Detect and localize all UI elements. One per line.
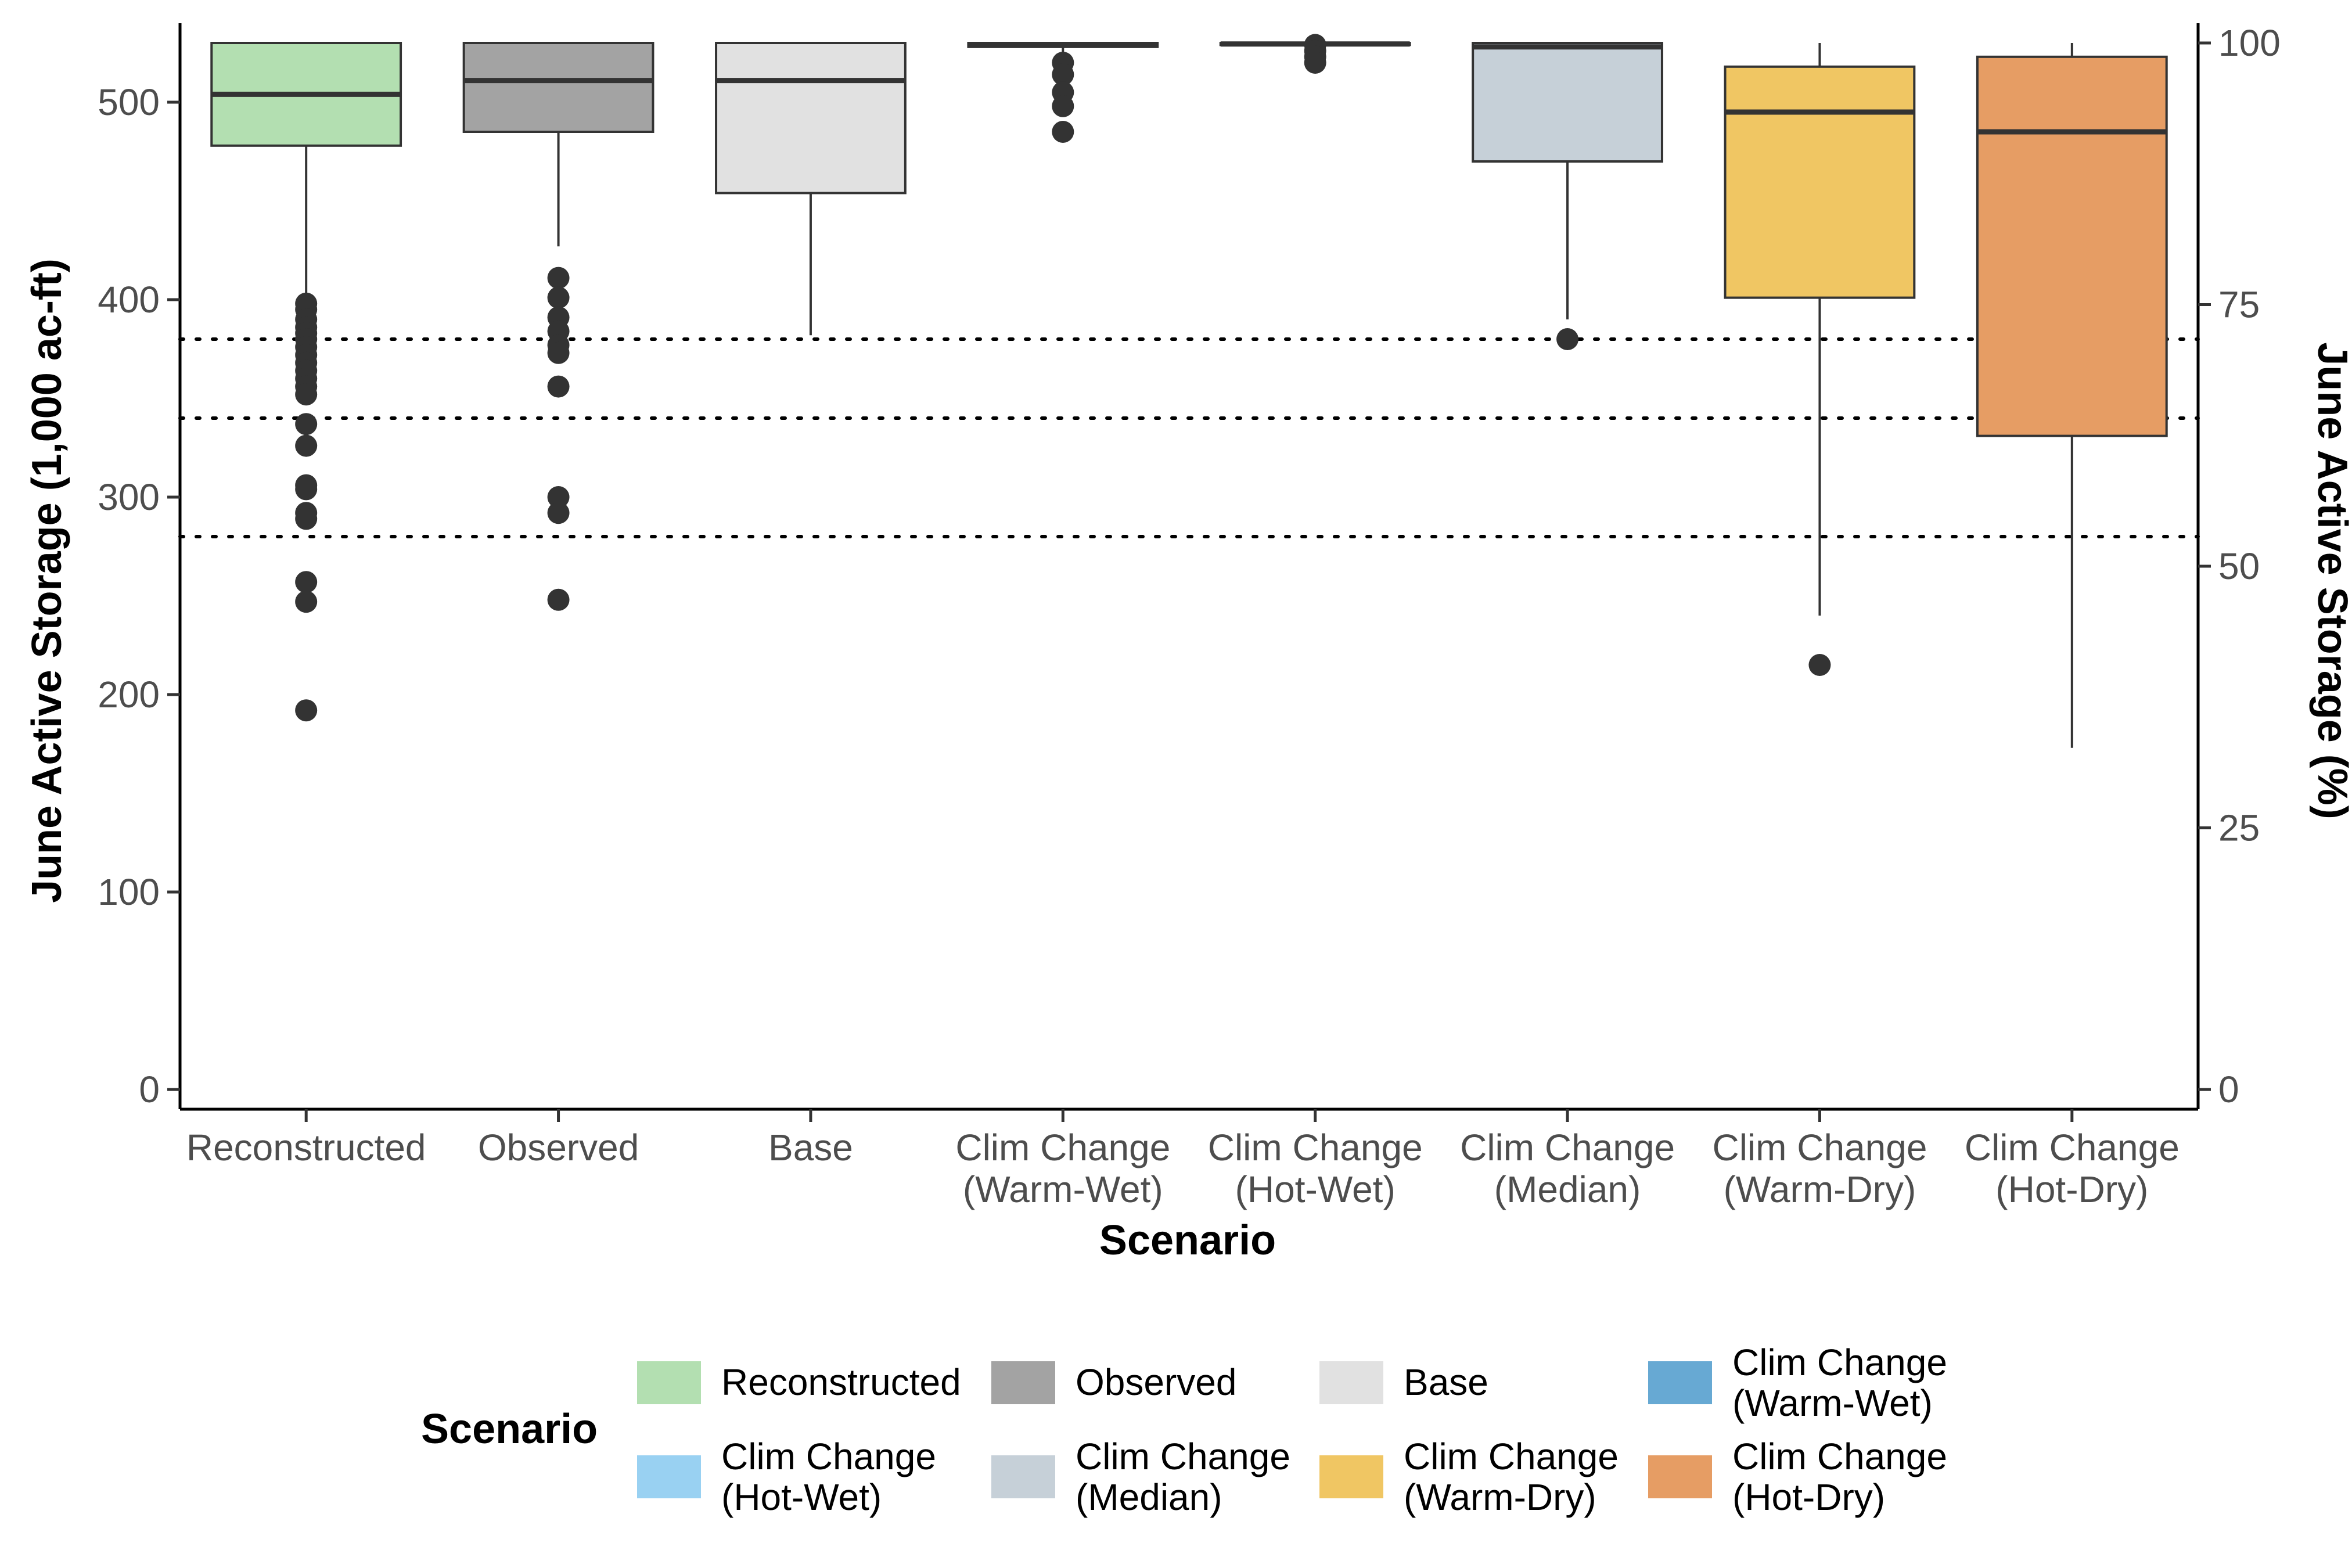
legend-label: Clim Change	[721, 1436, 936, 1477]
legend-label: Clim Change	[1404, 1436, 1619, 1477]
y2-tick-label: 50	[2218, 545, 2260, 587]
outlier-point	[295, 699, 318, 722]
outlier-point	[1052, 95, 1074, 117]
legend-key	[637, 1455, 701, 1498]
legend-label: Observed	[1076, 1361, 1236, 1403]
y-tick-label: 0	[139, 1069, 160, 1110]
legend-label: Base	[1404, 1361, 1488, 1403]
outlier-point	[295, 591, 318, 613]
y2-axis-title: June Active Storage (%)	[2309, 342, 2352, 819]
x-tick-label: Base	[768, 1127, 853, 1168]
legend-label: (Hot-Dry)	[1732, 1476, 1885, 1518]
box-group	[967, 42, 1159, 143]
outlier-point	[295, 478, 318, 501]
legend-item: Clim Change(Warm-Dry)	[1319, 1436, 1619, 1518]
boxes	[210, 34, 2168, 748]
outlier-point	[295, 434, 318, 457]
y-axis-title: June Active Storage (1,000 ac-ft)	[24, 258, 70, 903]
legend-item: Base	[1319, 1361, 1488, 1404]
x-tick-label: Clim Change	[1712, 1127, 1927, 1168]
box	[715, 42, 907, 195]
legend-key	[1648, 1361, 1712, 1404]
x-tick-label: Clim Change	[1965, 1127, 2180, 1168]
legend-key	[991, 1361, 1055, 1404]
reference-lines	[178, 337, 2200, 538]
y2-tick-label: 0	[2218, 1069, 2239, 1110]
box-group	[1976, 43, 2168, 748]
box-group	[715, 42, 907, 336]
y-tick-label: 400	[98, 279, 160, 321]
legend-item: Clim Change(Median)	[991, 1436, 1290, 1518]
outlier-point	[1304, 52, 1326, 74]
legend-item: Reconstructed	[637, 1361, 961, 1404]
y2-tick-label: 75	[2218, 284, 2260, 326]
y-tick-label: 200	[98, 674, 160, 715]
legend-key	[637, 1361, 701, 1404]
legend-key	[1648, 1455, 1712, 1498]
axes: 0 100 200 300 400 500 0 25 50 75 100 Reconstructed O…	[98, 22, 2281, 1210]
outlier-point	[1808, 654, 1831, 676]
box-group	[462, 42, 654, 611]
x-tick-label: (Median)	[1494, 1168, 1641, 1210]
legend-label: (Warm-Dry)	[1404, 1476, 1596, 1518]
legend-label: Reconstructed	[721, 1361, 961, 1403]
outlier-point	[1556, 328, 1579, 350]
legend-item: Clim Change(Hot-Wet)	[637, 1436, 936, 1518]
outlier-point	[1052, 121, 1074, 143]
y2-tick-label: 100	[2218, 22, 2281, 64]
x-tick-label: Observed	[478, 1127, 639, 1168]
legend-label: Clim Change	[1732, 1342, 1947, 1383]
legend-label: (Median)	[1076, 1476, 1222, 1518]
y-tick-label: 500	[98, 81, 160, 123]
y-tick-label: 100	[98, 871, 160, 913]
x-tick-label: Reconstructed	[186, 1127, 426, 1168]
outlier-point	[547, 375, 570, 398]
legend-label: Clim Change	[1732, 1436, 1947, 1477]
box	[1976, 55, 2168, 437]
legend-title: Scenario	[421, 1406, 598, 1452]
legend-key	[1319, 1455, 1383, 1498]
y-tick-label: 300	[98, 476, 160, 518]
outlier-point	[295, 383, 318, 406]
outlier-point	[547, 286, 570, 309]
box-group	[1219, 34, 1411, 74]
outlier-point	[547, 267, 570, 289]
box-group	[1472, 42, 1663, 350]
outlier-point	[547, 486, 570, 508]
x-tick-label: Clim Change	[1208, 1127, 1423, 1168]
x-tick-label: Clim Change	[955, 1127, 1170, 1168]
legend: Scenario Reconstructed Observed Base Clim C…	[421, 1342, 1947, 1518]
x-tick-label: (Hot-Dry)	[1995, 1168, 2148, 1210]
x-axis-title: Scenario	[1099, 1217, 1276, 1264]
outlier-point	[295, 508, 318, 530]
legend-label: (Warm-Wet)	[1732, 1382, 1933, 1424]
x-tick-label: Clim Change	[1460, 1127, 1675, 1168]
outlier-point	[547, 341, 570, 364]
y2-tick-label: 25	[2218, 807, 2260, 849]
outlier-point	[547, 502, 570, 524]
legend-item: Observed	[991, 1361, 1236, 1404]
x-tick-label: (Hot-Wet)	[1235, 1168, 1396, 1210]
outlier-point	[547, 588, 570, 611]
legend-label: (Hot-Wet)	[721, 1476, 882, 1518]
outlier-point	[295, 571, 318, 594]
legend-label: Clim Change	[1076, 1436, 1290, 1477]
legend-item: Clim Change(Warm-Wet)	[1648, 1342, 1947, 1424]
legend-key	[1319, 1361, 1383, 1404]
box	[1472, 42, 1663, 163]
outlier-point	[1052, 63, 1074, 86]
x-tick-label: (Warm-Wet)	[963, 1168, 1163, 1210]
legend-item: Clim Change(Hot-Dry)	[1648, 1436, 1947, 1518]
box	[462, 42, 654, 133]
box-group	[1724, 43, 1916, 676]
box-group	[210, 42, 402, 722]
legend-key	[991, 1455, 1055, 1498]
outlier-point	[295, 413, 318, 436]
x-tick-label: (Warm-Dry)	[1724, 1168, 1916, 1210]
box	[1724, 65, 1916, 299]
